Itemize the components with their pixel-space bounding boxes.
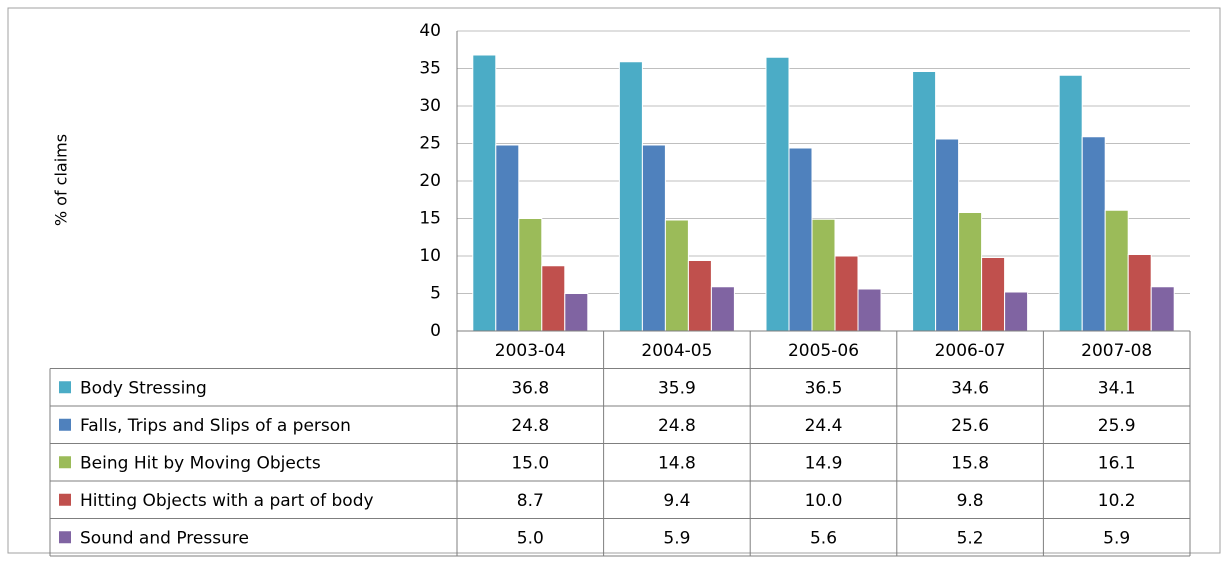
x-tick-label: 2007-08	[1081, 341, 1152, 361]
table-value: 25.6	[951, 416, 989, 436]
bar	[664, 219, 689, 332]
legend-swatch	[59, 381, 71, 394]
y-tick-label: 25	[419, 134, 441, 154]
x-tick-label: 2005-06	[788, 341, 859, 361]
bar	[710, 286, 735, 332]
bar	[1127, 254, 1152, 332]
bar	[981, 257, 1006, 332]
table-value: 35.9	[658, 378, 696, 398]
bar	[495, 144, 520, 332]
table-value: 24.8	[511, 416, 549, 436]
bar	[788, 147, 813, 332]
table-value: 34.6	[951, 378, 989, 398]
bar	[1150, 286, 1175, 332]
y-tick-label: 20	[419, 171, 441, 191]
y-tick-label: 30	[419, 96, 441, 116]
bar	[912, 71, 937, 332]
table-value: 15.8	[951, 453, 989, 473]
legend-swatch	[59, 531, 71, 544]
table-value: 36.5	[805, 378, 843, 398]
table-value: 24.4	[805, 416, 843, 436]
table-value: 5.9	[1103, 528, 1130, 548]
bar	[564, 293, 589, 332]
bar	[641, 144, 666, 332]
bar	[1004, 291, 1029, 332]
y-tick-label: 35	[419, 59, 441, 79]
legend-swatch	[59, 493, 71, 506]
table-value: 14.9	[805, 453, 843, 473]
bar	[958, 212, 983, 332]
x-tick-label: 2006-07	[935, 341, 1006, 361]
bar	[1058, 74, 1083, 332]
table-value: 15.0	[511, 453, 549, 473]
table-value: 14.8	[658, 453, 696, 473]
table-value: 10.0	[805, 491, 843, 511]
table-value: 24.8	[658, 416, 696, 436]
legend-label: Sound and Pressure	[80, 528, 249, 548]
bar	[472, 54, 497, 332]
table-value: 5.9	[663, 528, 690, 548]
legend-label: Body Stressing	[80, 378, 207, 398]
y-tick-label: 40	[419, 21, 441, 41]
y-axis-label: % of claims	[52, 134, 71, 226]
x-tick-label: 2004-05	[641, 341, 712, 361]
legend-swatch	[59, 418, 71, 431]
y-tick-label: 15	[419, 209, 441, 229]
bar	[541, 265, 566, 332]
table-value: 34.1	[1098, 378, 1136, 398]
bar	[857, 288, 882, 332]
legend-label: Hitting Objects with a part of body	[80, 491, 374, 511]
table-value: 16.1	[1098, 453, 1136, 473]
y-tick-label: 10	[419, 246, 441, 266]
bar	[765, 56, 790, 332]
legend-label: Falls, Trips and Slips of a person	[80, 416, 351, 436]
table-value: 9.4	[663, 491, 690, 511]
legend-label: Being Hit by Moving Objects	[80, 453, 321, 473]
table-value: 36.8	[511, 378, 549, 398]
bar	[935, 138, 960, 332]
table-value: 10.2	[1098, 491, 1136, 511]
table-value: 5.0	[517, 528, 544, 548]
bar	[1081, 136, 1106, 332]
chart-frame	[7, 7, 1221, 554]
x-tick-label: 2003-04	[495, 341, 566, 361]
bar	[518, 218, 543, 332]
table-value: 5.2	[957, 528, 984, 548]
table-value: 8.7	[517, 491, 544, 511]
y-tick-label: 5	[430, 284, 441, 304]
bar	[834, 255, 859, 332]
bar	[687, 260, 712, 332]
table-value: 5.6	[810, 528, 837, 548]
legend-swatch	[59, 456, 71, 469]
bar	[618, 61, 643, 332]
bar	[811, 218, 836, 332]
table-value: 9.8	[957, 491, 984, 511]
bar	[1104, 209, 1129, 332]
table-value: 25.9	[1098, 416, 1136, 436]
y-tick-label: 0	[430, 321, 441, 341]
